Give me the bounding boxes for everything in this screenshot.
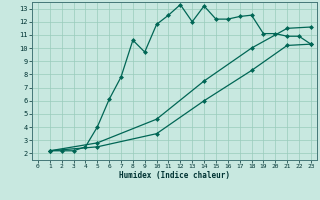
X-axis label: Humidex (Indice chaleur): Humidex (Indice chaleur)	[119, 171, 230, 180]
